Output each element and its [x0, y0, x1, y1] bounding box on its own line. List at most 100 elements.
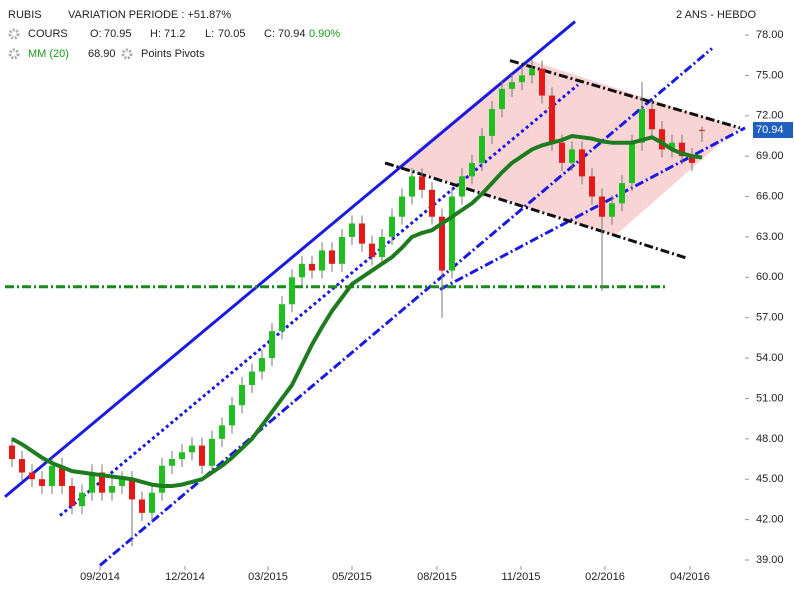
x-tick-label: 05/2015 — [332, 571, 372, 583]
candle-body — [209, 438, 215, 466]
candle-body — [529, 68, 535, 76]
high-label: H: — [150, 28, 161, 40]
candle-body — [239, 385, 245, 406]
open-label: O: — [90, 28, 102, 40]
candle-body — [219, 425, 225, 439]
candle-body — [539, 68, 545, 96]
gear-icon[interactable] — [8, 28, 20, 40]
candle-body — [139, 499, 145, 513]
open: 70.95 — [104, 28, 132, 40]
trend-line — [99, 47, 713, 567]
y-tick-label: 72.00 — [756, 110, 784, 122]
y-tick-label: 60.00 — [756, 271, 784, 283]
candle-body — [429, 189, 435, 217]
candle-body — [479, 135, 485, 163]
candle-body — [679, 142, 685, 157]
candle-body — [689, 156, 695, 163]
candle-body — [489, 109, 495, 136]
trend-line — [4, 20, 576, 498]
y-tick-label: 39.00 — [756, 554, 784, 566]
candle-body — [89, 472, 95, 493]
ma-value: 68.90 — [88, 48, 116, 60]
x-tick-label: 03/2015 — [248, 571, 288, 583]
x-tick-label: 12/2014 — [165, 571, 205, 583]
candle-body — [409, 176, 415, 197]
candle-body — [419, 176, 425, 190]
candle-body — [199, 445, 205, 466]
candle-body — [19, 459, 25, 473]
candle-body — [699, 129, 705, 131]
candle-body — [39, 479, 45, 486]
candle-body — [519, 75, 525, 83]
candle-body — [229, 405, 235, 426]
change: 0.90% — [309, 28, 340, 40]
y-tick-label: 57.00 — [756, 312, 784, 324]
candle-body — [569, 149, 575, 163]
candle-body — [269, 331, 275, 359]
candle-body — [29, 472, 35, 480]
candle-body — [449, 196, 455, 271]
candle-body — [659, 129, 665, 150]
candle-body — [159, 465, 165, 493]
y-tick-label: 63.00 — [756, 231, 784, 243]
candle-body — [299, 263, 305, 278]
candle-body — [99, 472, 105, 493]
moving-average — [11, 133, 703, 488]
y-tick-label: 69.00 — [756, 150, 784, 162]
y-tick-label: 48.00 — [756, 433, 784, 445]
candle-body — [189, 445, 195, 453]
candle-body — [559, 142, 565, 163]
candle-body — [649, 109, 655, 130]
price-tag — [753, 122, 793, 139]
gear-icon[interactable] — [121, 48, 133, 60]
x-tick-label: 08/2015 — [417, 571, 457, 583]
gear-icon[interactable] — [8, 48, 20, 60]
candle-body — [279, 304, 285, 332]
candle-body — [119, 479, 125, 486]
candle-body — [609, 203, 615, 217]
candle-body — [49, 465, 55, 486]
candle-body — [629, 142, 635, 184]
close: 70.94 — [278, 28, 306, 40]
y-tick-label: 66.00 — [756, 190, 784, 202]
candle-body — [599, 196, 605, 217]
x-tick-label: 11/2015 — [502, 571, 541, 583]
y-tick-label: 51.00 — [756, 392, 784, 404]
candle-body — [179, 452, 185, 460]
candle-body — [469, 162, 475, 177]
period: 2 ANS - HEBDO — [676, 9, 757, 21]
variation: VARIATION PERIODE : +51.87% — [68, 9, 231, 21]
symbol: RUBIS — [8, 9, 42, 21]
x-tick-label: 09/2014 — [80, 571, 120, 583]
candle-body — [69, 485, 75, 507]
candle-body — [359, 223, 365, 244]
candle-body — [349, 223, 355, 237]
candle-body — [129, 479, 135, 500]
candle-body — [109, 485, 115, 493]
y-tick-label: 42.00 — [756, 514, 784, 526]
candle-body — [589, 176, 595, 197]
low: 70.05 — [218, 28, 246, 40]
x-tick-label: 02/2016 — [585, 571, 625, 583]
ma-name: MM (20) — [28, 48, 69, 60]
candle-body — [639, 109, 645, 143]
candle-body — [319, 250, 325, 271]
candle-body — [389, 216, 395, 237]
candle-body — [169, 459, 175, 466]
candle-body — [579, 149, 585, 177]
candle-body — [439, 216, 445, 271]
candle-body — [249, 371, 255, 385]
trend-line — [439, 126, 746, 291]
price-tag-label: 70.94 — [756, 124, 784, 136]
candle-body — [459, 176, 465, 197]
high: 71.2 — [164, 28, 185, 40]
candle-body — [619, 183, 625, 204]
price-name: COURS — [28, 28, 68, 40]
candle-body — [369, 243, 375, 258]
candle-body — [669, 142, 675, 150]
candle-body — [259, 358, 265, 372]
trend-line — [384, 161, 689, 260]
y-tick-label: 78.00 — [756, 29, 784, 41]
pivots: Points Pivots — [141, 48, 205, 60]
